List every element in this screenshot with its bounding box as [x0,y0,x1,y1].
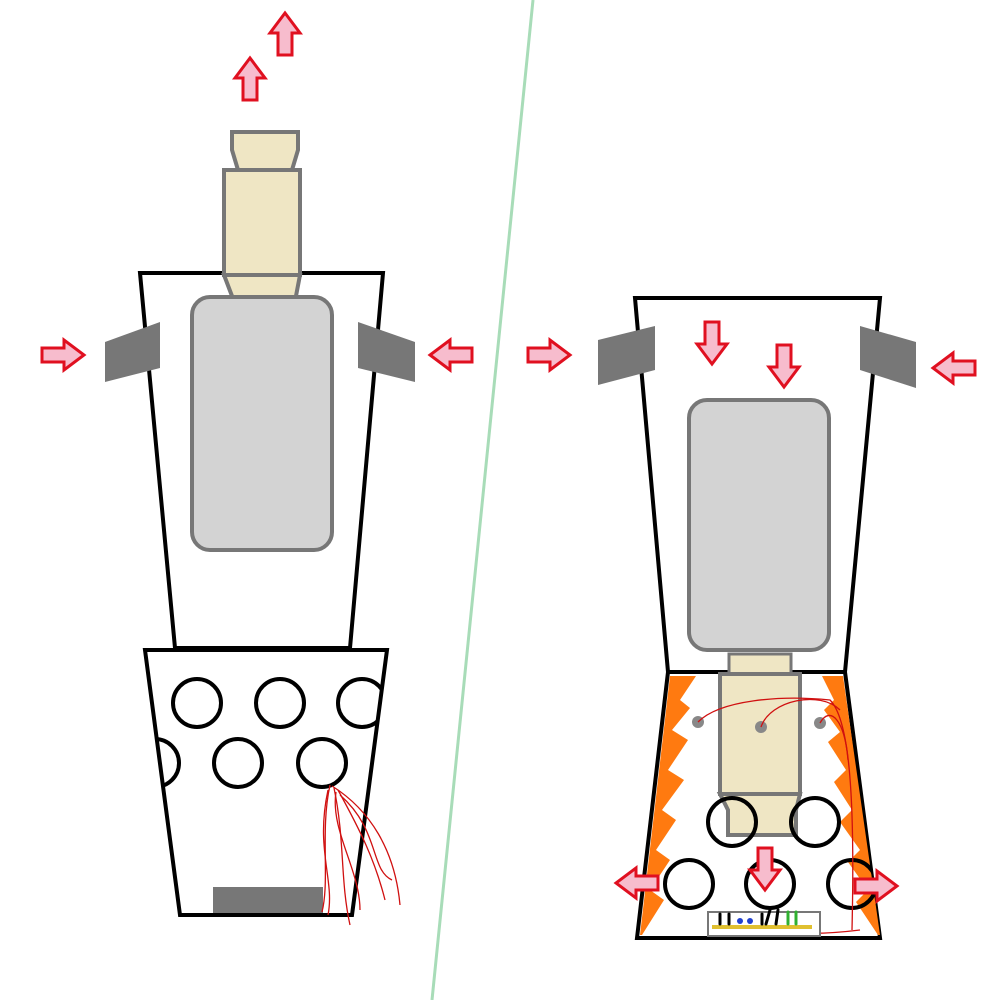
tube [221,130,303,317]
tube-top [230,130,300,172]
right-figure [526,296,977,940]
side-tab [598,326,655,385]
tube-bottom [716,792,803,837]
control-board [707,911,821,937]
side-tab [860,326,916,388]
side-tab [358,322,415,382]
arrow [428,338,474,372]
inner-chamber [687,398,831,652]
tube-body [718,672,802,796]
board-strip [712,925,812,929]
arrow [268,11,302,57]
tube [716,652,803,837]
arrow [233,56,267,102]
tube-top [727,652,793,676]
arrow [526,338,572,372]
base-plate [213,887,323,913]
inner-chamber [190,295,334,552]
left-figure [40,11,474,926]
divider-line [430,0,535,1000]
side-tab [105,322,160,382]
lower-section [142,648,390,917]
arrow [40,338,86,372]
wires [321,784,401,926]
arrow [931,351,977,385]
components [718,908,798,926]
tube-body [222,168,302,277]
wires [697,697,861,934]
